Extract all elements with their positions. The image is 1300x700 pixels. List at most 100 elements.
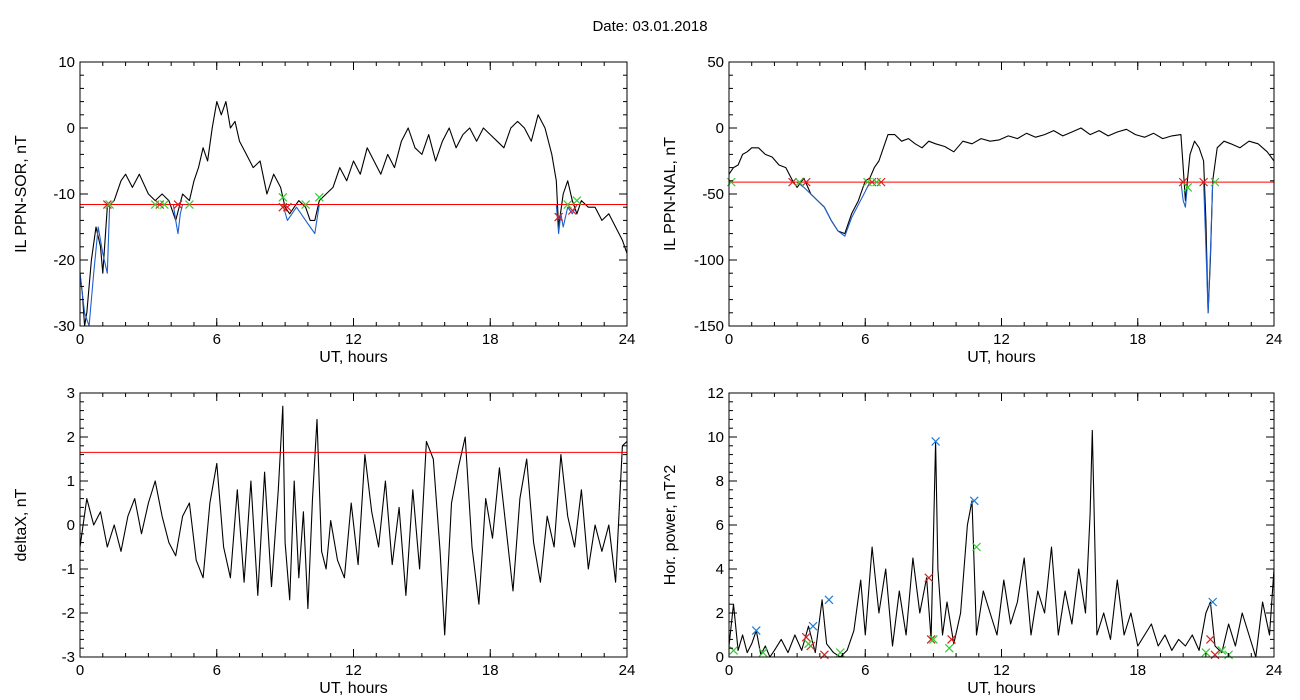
marker-green [1210, 177, 1220, 187]
marker-red-stroke-b [1199, 177, 1209, 187]
marker-green-stroke-b [729, 645, 738, 655]
x-tick-label: 18 [482, 331, 499, 348]
x-tick-label: 6 [213, 662, 221, 679]
x-tick-label: 0 [76, 331, 84, 348]
series-line-3 [1203, 182, 1214, 314]
series-line-0 [729, 127, 1274, 314]
y-tick-label: 10 [707, 429, 724, 446]
marker-green-stroke-b [278, 192, 288, 202]
series-line-2 [172, 204, 184, 235]
y-tick-label: 0 [716, 120, 724, 137]
marker-green-stroke-b [314, 192, 324, 202]
marker-green [1217, 645, 1227, 655]
marker-green [1183, 182, 1193, 192]
series-line-2 [1180, 182, 1189, 208]
series-line-0 [80, 101, 627, 326]
marker-red [282, 202, 292, 212]
series-line-0 [729, 429, 1274, 657]
marker-red [924, 573, 934, 583]
marker-red [819, 650, 829, 660]
x-tick-label: 24 [619, 662, 636, 679]
marker-red-stroke-b [924, 573, 934, 583]
x-tick-label: 6 [213, 331, 221, 348]
marker-green-stroke-b [105, 200, 115, 209]
marker-green-stroke-b [1210, 177, 1220, 187]
y-tick-label: 50 [707, 54, 724, 71]
y-tick-label: 3 [67, 385, 75, 402]
panel-ppn-sor: 0 6 12 18 24 -30 -20 -10 0 10 UT, hours IL PPN-SOR,… [13, 54, 635, 366]
x-tick-label: 0 [725, 662, 733, 679]
y-tick-label: 12 [707, 385, 724, 402]
marker-red [801, 177, 811, 187]
marker-red-stroke-b [801, 632, 811, 642]
y-axis-label: Hor. power, nT^2 [662, 465, 679, 586]
y-tick-label: 0 [716, 649, 724, 666]
marker-red-stroke-b [801, 177, 811, 187]
marker-green [159, 200, 169, 209]
plot-frame [728, 392, 1275, 658]
y-tick-label: -2 [62, 605, 75, 622]
y-tick-label: -3 [62, 649, 75, 666]
x-tick-label: 6 [861, 331, 869, 348]
marker-red [1199, 177, 1209, 187]
marker-blue [751, 626, 761, 636]
marker-green [804, 639, 813, 649]
marker-red [1205, 634, 1215, 644]
marker-green-stroke-b [301, 200, 311, 209]
marker-green [314, 192, 324, 202]
y-tick-label: -100 [694, 252, 724, 269]
y-tick-label: -150 [694, 318, 724, 335]
x-tick-label: 0 [725, 331, 733, 348]
marker-blue-stroke-b [824, 595, 834, 605]
marker-blue-stroke-b [808, 621, 818, 631]
series-line-0 [80, 405, 627, 636]
x-axis-label: UT, hours [319, 349, 387, 366]
marker-green-stroke-b [1201, 648, 1211, 658]
marker-green-stroke-b [1183, 182, 1193, 192]
marker-red [1210, 650, 1220, 660]
y-tick-label: 6 [716, 517, 724, 534]
x-tick-label: 12 [345, 331, 362, 348]
series-line-1 [796, 181, 871, 237]
marker-green [758, 648, 768, 658]
marker-blue [969, 496, 979, 506]
panel-ppn-nal: 0 6 12 18 24 -150 -100 -50 0 50 UT, hours IL PPN-NA… [662, 54, 1282, 366]
x-tick-label: 6 [861, 662, 869, 679]
x-tick-label: 12 [993, 331, 1010, 348]
y-tick-label: 2 [716, 605, 724, 622]
marker-red-stroke-b [282, 202, 292, 212]
y-tick-label: -20 [53, 252, 75, 269]
marker-green [835, 648, 845, 658]
y-tick-label: -50 [702, 186, 724, 203]
marker-blue [1208, 597, 1218, 607]
marker-red-stroke-b [1205, 634, 1215, 644]
marker-red [788, 177, 798, 187]
y-tick-label: 0 [67, 120, 75, 137]
y-tick-label: 2 [67, 429, 75, 446]
series-line-1 [80, 207, 111, 326]
marker-red-stroke-b [1178, 177, 1188, 187]
marker-green-stroke-b [572, 196, 582, 206]
x-tick-label: 24 [1266, 662, 1283, 679]
x-tick-label: 24 [619, 331, 636, 348]
marker-green [972, 542, 981, 552]
marker-red-stroke-b [173, 200, 183, 209]
x-tick-label: 12 [993, 662, 1010, 679]
marker-blue-stroke-b [751, 626, 761, 636]
marker-green [184, 200, 194, 209]
x-tick-label: 0 [76, 662, 84, 679]
marker-blue [808, 621, 818, 631]
y-tick-label: -1 [62, 561, 75, 578]
marker-red-stroke-b [567, 206, 577, 215]
marker-red-stroke-b [947, 634, 956, 644]
marker-green [872, 177, 882, 187]
marker-green [1201, 648, 1211, 658]
marker-red-stroke-b [926, 634, 936, 644]
marker-green-stroke-b [944, 643, 954, 653]
y-tick-label: 4 [716, 561, 724, 578]
marker-green [944, 643, 954, 653]
marker-blue [824, 595, 834, 605]
marker-green-stroke-b [184, 200, 194, 209]
x-axis-label: UT, hours [319, 680, 387, 697]
